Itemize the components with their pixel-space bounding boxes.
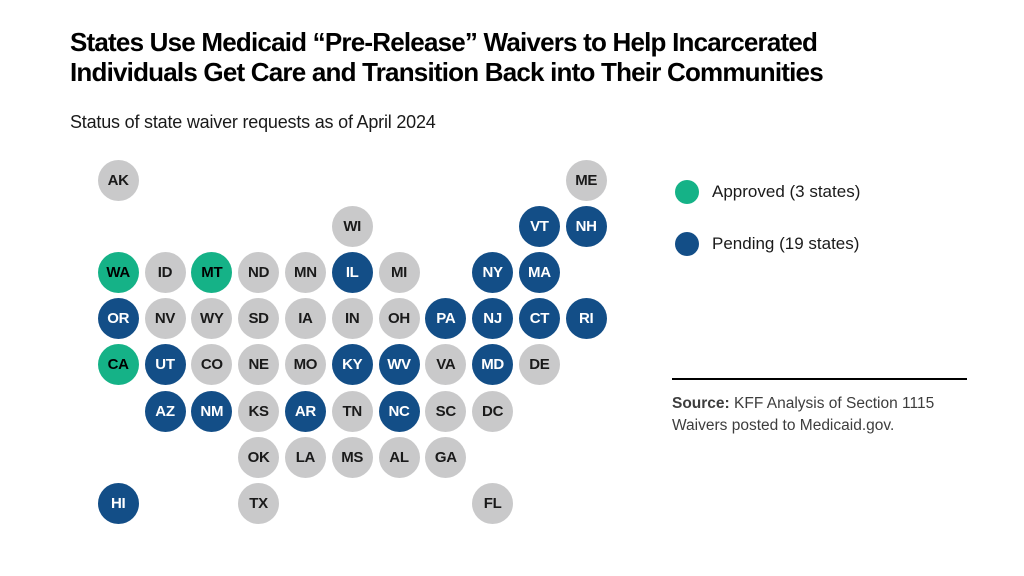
source-note: Source: KFF Analysis of Section 1115 Wai… — [672, 378, 972, 437]
state-tile-ga: GA — [425, 436, 467, 478]
state-tile-oh: OH — [378, 298, 420, 340]
legend-swatch-approved-icon — [675, 180, 699, 204]
state-tile-tx: TX — [238, 482, 280, 524]
state-tile-nj: NJ — [472, 298, 514, 340]
state-tile-vt: VT — [518, 205, 560, 247]
state-tile-wi: WI — [331, 205, 373, 247]
state-tile-ar: AR — [284, 390, 326, 432]
state-tile-nv: NV — [144, 298, 186, 340]
state-tile-mn: MN — [284, 251, 326, 293]
chart-title: States Use Medicaid “Pre-Release” Waiver… — [70, 27, 824, 87]
legend: Approved (3 states) Pending (19 states) — [675, 180, 860, 284]
state-tile-ia: IA — [284, 298, 326, 340]
state-tile-ak: AK — [97, 159, 139, 201]
source-body: KFF Analysis of Section 1115 Waivers pos… — [672, 395, 935, 434]
state-tile-me: ME — [565, 159, 607, 201]
state-tile-dc: DC — [472, 390, 514, 432]
state-tile-wy: WY — [191, 298, 233, 340]
state-tile-ok: OK — [238, 436, 280, 478]
state-tile-in: IN — [331, 298, 373, 340]
state-tile-la: LA — [284, 436, 326, 478]
state-tile-de: DE — [518, 344, 560, 386]
state-tile-wa: WA — [97, 251, 139, 293]
state-tile-ky: KY — [331, 344, 373, 386]
legend-label-approved: Approved (3 states) — [712, 182, 861, 201]
legend-swatch-pending-icon — [675, 232, 699, 256]
state-tile-id: ID — [144, 251, 186, 293]
state-tile-va: VA — [425, 344, 467, 386]
state-tile-co: CO — [191, 344, 233, 386]
state-tile-tn: TN — [331, 390, 373, 432]
state-tile-nc: NC — [378, 390, 420, 432]
state-tile-az: AZ — [144, 390, 186, 432]
state-tile-nh: NH — [565, 205, 607, 247]
state-tile-ks: KS — [238, 390, 280, 432]
state-tile-wv: WV — [378, 344, 420, 386]
state-tile-hi: HI — [97, 482, 139, 524]
state-tile-sc: SC — [425, 390, 467, 432]
state-tile-ut: UT — [144, 344, 186, 386]
state-tile-ne: NE — [238, 344, 280, 386]
state-tile-ma: MA — [518, 251, 560, 293]
state-tile-il: IL — [331, 251, 373, 293]
source-divider — [672, 378, 967, 380]
state-tile-pa: PA — [425, 298, 467, 340]
state-tile-md: MD — [472, 344, 514, 386]
state-tile-nd: ND — [238, 251, 280, 293]
legend-item-pending: Pending (19 states) — [675, 232, 860, 256]
state-tile-sd: SD — [238, 298, 280, 340]
state-tile-al: AL — [378, 436, 420, 478]
chart-subtitle: Status of state waiver requests as of Ap… — [70, 112, 436, 132]
state-tile-mt: MT — [191, 251, 233, 293]
legend-item-approved: Approved (3 states) — [675, 180, 860, 204]
state-tile-ny: NY — [472, 251, 514, 293]
state-tile-ct: CT — [518, 298, 560, 340]
legend-label-pending: Pending (19 states) — [712, 234, 860, 253]
source-text: Source: KFF Analysis of Section 1115 Wai… — [672, 393, 972, 437]
state-tile-nm: NM — [191, 390, 233, 432]
state-tile-mi: MI — [378, 251, 420, 293]
state-tile-ms: MS — [331, 436, 373, 478]
state-tile-ri: RI — [565, 298, 607, 340]
source-label: Source: — [672, 395, 730, 412]
state-tile-ca: CA — [97, 344, 139, 386]
state-tile-fl: FL — [472, 482, 514, 524]
state-tile-or: OR — [97, 298, 139, 340]
state-tile-mo: MO — [284, 344, 326, 386]
